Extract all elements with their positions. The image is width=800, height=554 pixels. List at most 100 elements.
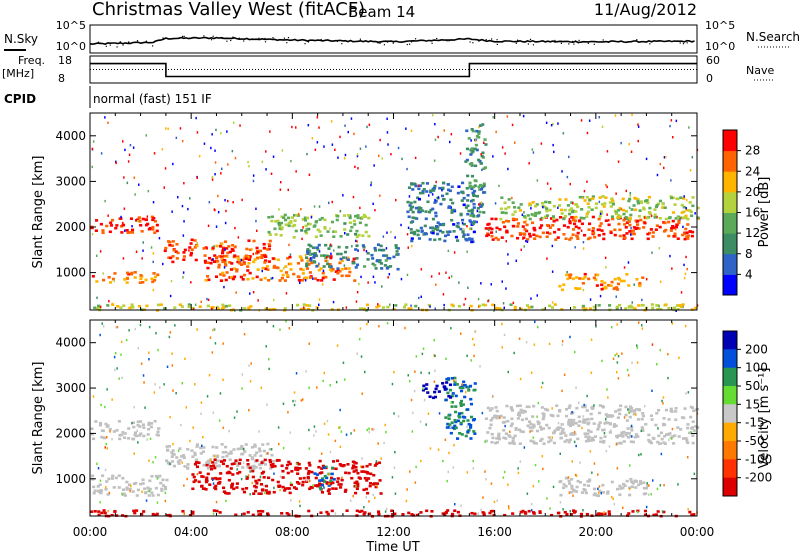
scatter-cell [117, 486, 121, 489]
scatter-cell [318, 482, 322, 485]
scatter-cell [431, 226, 435, 229]
scatter-cell [521, 411, 525, 414]
scatter-cell [458, 432, 462, 435]
scatter-cell [99, 491, 103, 495]
scatter-cell [462, 203, 466, 207]
scatter-cell [303, 216, 307, 220]
scatter-cell [481, 168, 483, 172]
scatter-cell [473, 343, 475, 346]
scatter-cell [591, 471, 593, 474]
scatter-cell [581, 282, 585, 285]
scatter-cell [530, 213, 534, 216]
colorbar-swatch [723, 386, 737, 405]
scatter-cell [659, 280, 662, 283]
scatter-cell [311, 252, 315, 256]
scatter-cell [221, 303, 225, 307]
scatter-cell [573, 222, 577, 226]
scatter-cell [113, 272, 117, 275]
scatter-cell [212, 258, 214, 261]
scatter-cell [330, 472, 334, 476]
scatter-cell [263, 276, 267, 280]
scatter-cell [574, 287, 578, 290]
scatter-cell [636, 344, 638, 347]
scatter-cell [533, 237, 537, 240]
scatter-cell [600, 283, 604, 287]
scatter-cell [362, 245, 366, 249]
scatter-cell [164, 167, 167, 170]
scatter-cell [352, 494, 354, 498]
scatter-cell [448, 451, 450, 455]
scatter-cell [460, 332, 462, 335]
scatter-cell [517, 428, 522, 432]
scatter-cell [436, 228, 440, 232]
scatter-cell [690, 214, 694, 218]
scatter-cell [275, 220, 279, 223]
colorbar-swatch [723, 130, 737, 152]
scatter-cell [326, 262, 330, 266]
scatter-cell [622, 430, 626, 434]
scatter-cell [287, 411, 289, 414]
scatter-cell [319, 511, 323, 514]
scatter-cell [379, 244, 383, 248]
scatter-cell [169, 415, 171, 419]
noise-search-dot [409, 43, 411, 45]
scatter-cell [624, 210, 629, 213]
scatter-cell [490, 231, 494, 234]
scatter-cell [351, 466, 355, 470]
scatter-cell [319, 254, 324, 257]
scatter-cell [549, 187, 552, 190]
scatter-cell [112, 486, 116, 489]
scatter-cell [99, 305, 102, 309]
scatter-cell [211, 133, 213, 136]
scatter-cell [311, 137, 314, 140]
scatter-cell [229, 268, 234, 271]
scatter-cell [182, 258, 186, 261]
scatter-cell [604, 219, 608, 222]
scatter-cell [271, 465, 275, 468]
scatter-cell [336, 267, 340, 270]
scatter-cell [484, 417, 489, 420]
scatter-cell [217, 482, 221, 485]
scatter-cell [238, 447, 243, 450]
scatter-cell [641, 276, 645, 279]
scatter-cell [137, 216, 141, 219]
scatter-cell [519, 307, 523, 311]
scatter-cell [491, 303, 495, 307]
scatter-cell [161, 478, 165, 482]
scatter-cell [377, 461, 382, 465]
scatter-cell [456, 225, 460, 229]
scatter-cell [206, 261, 210, 264]
scatter-cell [537, 401, 540, 405]
scatter-cell [287, 216, 291, 220]
colorbar-tick-label: 15 [745, 397, 760, 411]
scatter-cell [580, 491, 585, 494]
scatter-cell [558, 284, 562, 288]
scatter-cell [585, 512, 589, 516]
scatter-cell [532, 440, 536, 443]
scatter-cell [374, 281, 376, 284]
scatter-cell [609, 284, 613, 287]
scatter-cell [104, 488, 108, 491]
scatter-cell [281, 149, 284, 152]
scatter-cell [611, 414, 615, 418]
scatter-cell [656, 363, 658, 366]
scatter-cell [680, 203, 684, 207]
scatter-cell [170, 455, 174, 458]
scatter-cell [232, 462, 236, 465]
scatter-cell [361, 244, 365, 247]
scatter-cell [469, 304, 473, 308]
time-axis-labels: 00:00 04:00 08:00 12:00 16:00 20:00 00:00 [73, 525, 715, 539]
scatter-cell [95, 219, 99, 222]
scatter-cell [310, 470, 314, 474]
scatter-cell [150, 277, 154, 281]
scatter-cell [109, 224, 114, 227]
scatter-cell [234, 513, 238, 517]
scatter-cell [265, 150, 267, 153]
scatter-cell [634, 208, 638, 212]
scatter-cell [464, 160, 468, 163]
noise-search-dot [119, 41, 121, 43]
scatter-cell [223, 285, 225, 289]
scatter-cell [154, 456, 157, 459]
scatter-cell [495, 306, 499, 310]
